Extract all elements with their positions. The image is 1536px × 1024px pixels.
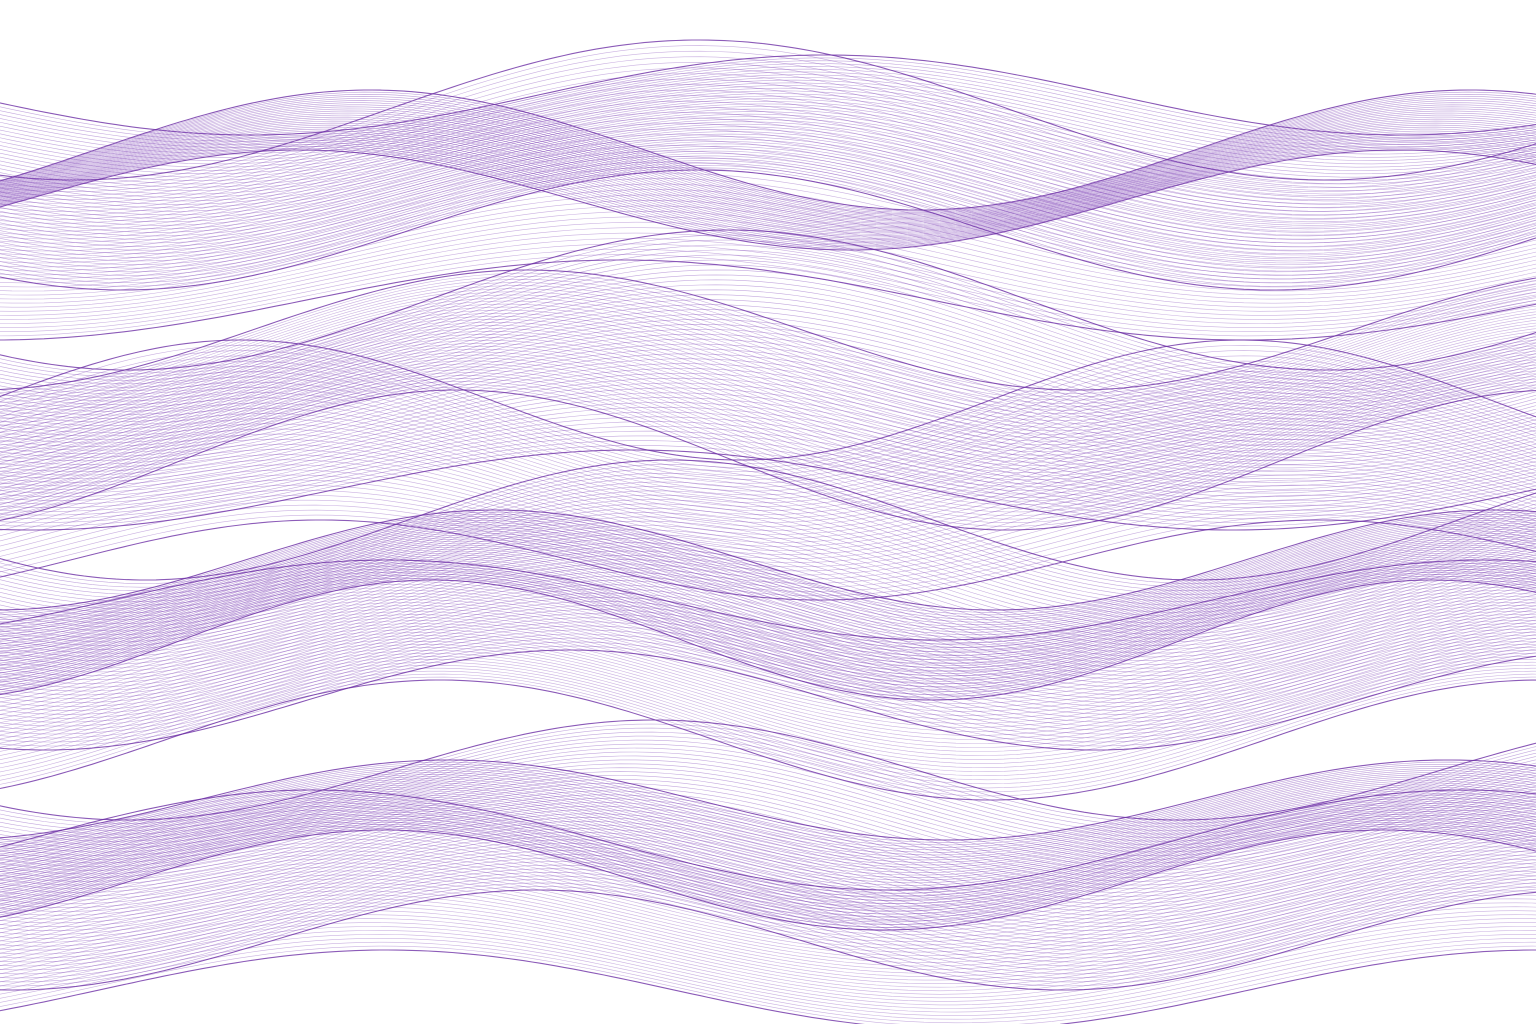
wave-edge bbox=[0, 459, 1536, 581]
wave-edge bbox=[0, 389, 1536, 531]
wave-edge bbox=[0, 579, 1536, 701]
wave-edge bbox=[0, 509, 1536, 611]
wave-edge bbox=[0, 559, 1536, 641]
wave-edge bbox=[0, 949, 1536, 1024]
wave-edge bbox=[0, 89, 1536, 211]
wave-edge bbox=[0, 39, 1536, 181]
wave-edge bbox=[0, 149, 1536, 251]
wave-edge bbox=[0, 649, 1536, 751]
wave-edge bbox=[0, 259, 1536, 341]
wave-edge bbox=[0, 679, 1536, 801]
wave-edge bbox=[0, 269, 1536, 391]
wave-edge bbox=[0, 229, 1536, 371]
wave-edge bbox=[0, 889, 1536, 991]
wave-edge bbox=[0, 829, 1536, 931]
wave-edge bbox=[0, 759, 1536, 841]
wave-edge bbox=[0, 339, 1536, 461]
wave-edge bbox=[0, 789, 1536, 891]
wave-edge bbox=[0, 169, 1536, 291]
wave-edge bbox=[0, 519, 1536, 601]
